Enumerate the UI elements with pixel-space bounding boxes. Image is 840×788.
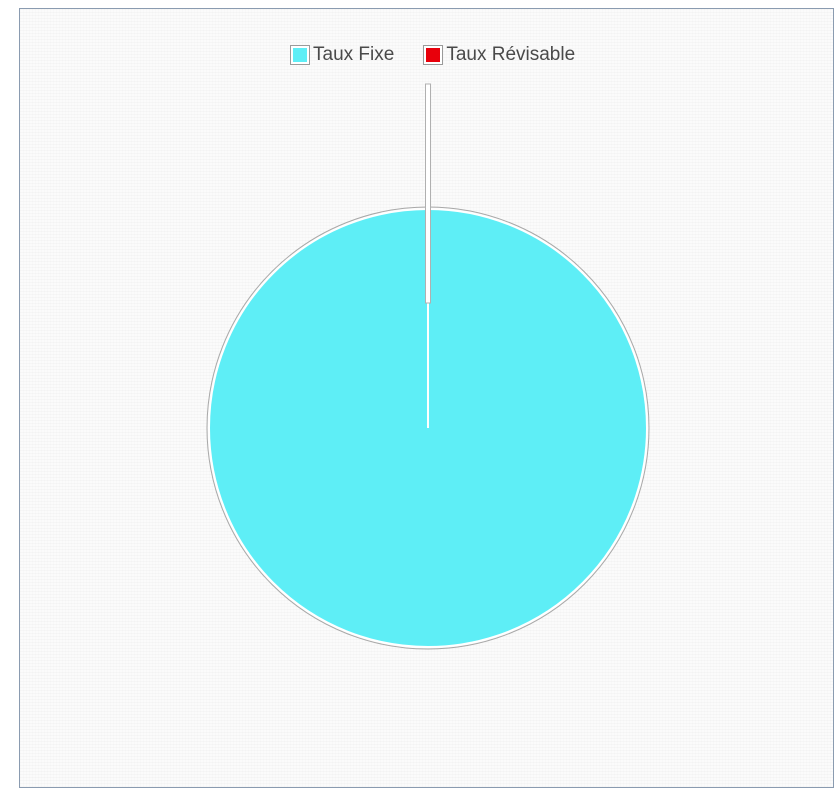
legend-label-taux-fixe: Taux Fixe (313, 44, 395, 65)
legend-item-taux-fixe[interactable]: Taux Fixe (290, 44, 394, 66)
legend-swatch-taux-fixe (290, 45, 310, 65)
chart-legend: Taux Fixe Taux Révisable (290, 44, 575, 66)
legend-swatch-taux-revisable (423, 45, 444, 65)
legend-label-taux-revisable: Taux Révisable (446, 44, 576, 65)
pie-leader-line (425, 83, 431, 304)
legend-item-taux-revisable[interactable]: Taux Révisable (423, 44, 575, 66)
